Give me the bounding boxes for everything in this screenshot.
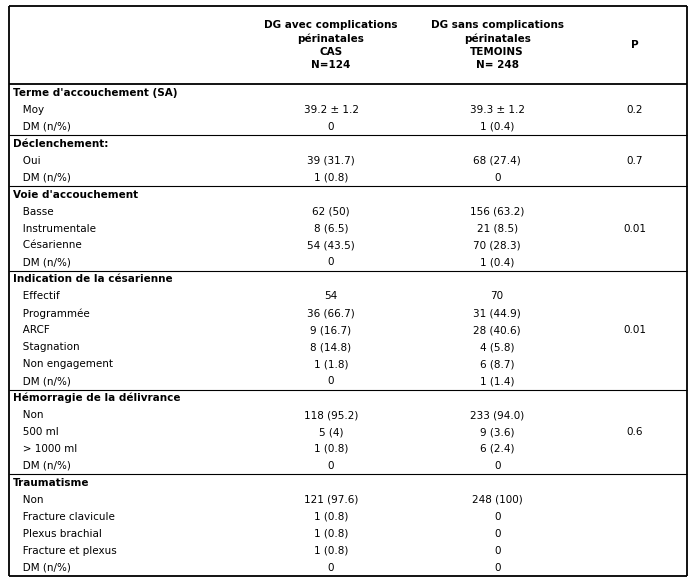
Text: 39.3 ± 1.2: 39.3 ± 1.2 [470,105,525,115]
Text: 5 (4): 5 (4) [319,427,343,437]
Text: Instrumentale: Instrumentale [13,223,95,233]
Text: 118 (95.2): 118 (95.2) [304,410,358,420]
Text: 0: 0 [328,461,334,471]
Text: Non engagement: Non engagement [13,359,113,369]
Text: 70: 70 [491,292,504,301]
Text: DM (n/%): DM (n/%) [13,376,70,386]
Text: Traumatisme: Traumatisme [13,478,89,488]
Text: Fracture et plexus: Fracture et plexus [13,546,116,556]
Text: DM (n/%): DM (n/%) [13,257,70,268]
Text: 0: 0 [494,173,500,183]
Text: 1 (0.8): 1 (0.8) [314,546,348,556]
Text: 0.7: 0.7 [626,156,642,166]
Text: 0.01: 0.01 [623,223,646,233]
Text: 21 (8.5): 21 (8.5) [477,223,518,233]
Text: DG sans complications
périnatales
TEMOINS
N= 248: DG sans complications périnatales TEMOIN… [431,20,564,70]
Text: 9 (16.7): 9 (16.7) [310,325,351,335]
Text: 0: 0 [328,563,334,573]
Text: 156 (63.2): 156 (63.2) [470,207,524,217]
Text: 500 ml: 500 ml [13,427,58,437]
Text: DM (n/%): DM (n/%) [13,122,70,132]
Text: 0.01: 0.01 [623,325,646,335]
Text: 1 (1.8): 1 (1.8) [314,359,348,369]
Text: DM (n/%): DM (n/%) [13,173,70,183]
Text: 1 (0.8): 1 (0.8) [314,173,348,183]
Text: 0: 0 [494,529,500,539]
Text: 68 (27.4): 68 (27.4) [473,156,521,166]
Text: 36 (66.7): 36 (66.7) [307,308,355,318]
Text: Moy: Moy [13,105,44,115]
Text: 0: 0 [494,461,500,471]
Text: DM (n/%): DM (n/%) [13,563,70,573]
Text: Non: Non [13,495,43,505]
Text: 70 (28.3): 70 (28.3) [473,240,521,250]
Text: 1 (0.4): 1 (0.4) [480,257,514,268]
Text: Indication de la césarienne: Indication de la césarienne [13,274,172,285]
Text: 9 (3.6): 9 (3.6) [480,427,514,437]
Text: Terme d'accouchement (SA): Terme d'accouchement (SA) [13,88,177,98]
Text: 0: 0 [328,122,334,132]
Text: Hémorragie de la délivrance: Hémorragie de la délivrance [13,393,180,403]
Text: Stagnation: Stagnation [13,342,79,352]
Text: 1 (0.8): 1 (0.8) [314,444,348,454]
Text: Oui: Oui [13,156,40,166]
Text: Effectif: Effectif [13,292,59,301]
Text: Basse: Basse [13,207,53,217]
Text: DG avec complications
périnatales
CAS
N=124: DG avec complications périnatales CAS N=… [264,20,398,70]
Text: 0: 0 [494,546,500,556]
Text: 1 (0.8): 1 (0.8) [314,529,348,539]
Text: Césarienne: Césarienne [13,240,81,250]
Text: 54: 54 [324,292,338,301]
Text: 0: 0 [494,512,500,522]
Text: 39.2 ± 1.2: 39.2 ± 1.2 [303,105,358,115]
Text: 31 (44.9): 31 (44.9) [473,308,521,318]
Text: 0: 0 [328,376,334,386]
Text: Voie d'accouchement: Voie d'accouchement [13,190,138,200]
Text: 4 (5.8): 4 (5.8) [480,342,514,352]
Text: 0.2: 0.2 [626,105,642,115]
Text: 1 (0.4): 1 (0.4) [480,122,514,132]
Text: 1 (1.4): 1 (1.4) [480,376,514,386]
Text: 62 (50): 62 (50) [313,207,350,217]
Text: 28 (40.6): 28 (40.6) [473,325,521,335]
Text: 1 (0.8): 1 (0.8) [314,512,348,522]
Text: 8 (14.8): 8 (14.8) [310,342,351,352]
Text: 0: 0 [328,257,334,268]
Text: 39 (31.7): 39 (31.7) [307,156,355,166]
Text: 6 (2.4): 6 (2.4) [480,444,514,454]
Text: Déclenchement:: Déclenchement: [13,139,108,149]
Text: 6 (8.7): 6 (8.7) [480,359,514,369]
Text: 0.6: 0.6 [626,427,642,437]
Text: 0: 0 [494,563,500,573]
Text: 121 (97.6): 121 (97.6) [304,495,358,505]
Text: Non: Non [13,410,43,420]
Text: P: P [631,40,638,50]
Text: 233 (94.0): 233 (94.0) [470,410,524,420]
Text: Plexus brachial: Plexus brachial [13,529,102,539]
Text: > 1000 ml: > 1000 ml [13,444,77,454]
Text: 248 (100): 248 (100) [472,495,523,505]
Text: 8 (6.5): 8 (6.5) [314,223,348,233]
Text: ARCF: ARCF [13,325,49,335]
Text: Fracture clavicule: Fracture clavicule [13,512,114,522]
Text: Programmée: Programmée [13,308,89,318]
Text: DM (n/%): DM (n/%) [13,461,70,471]
Text: 54 (43.5): 54 (43.5) [307,240,355,250]
